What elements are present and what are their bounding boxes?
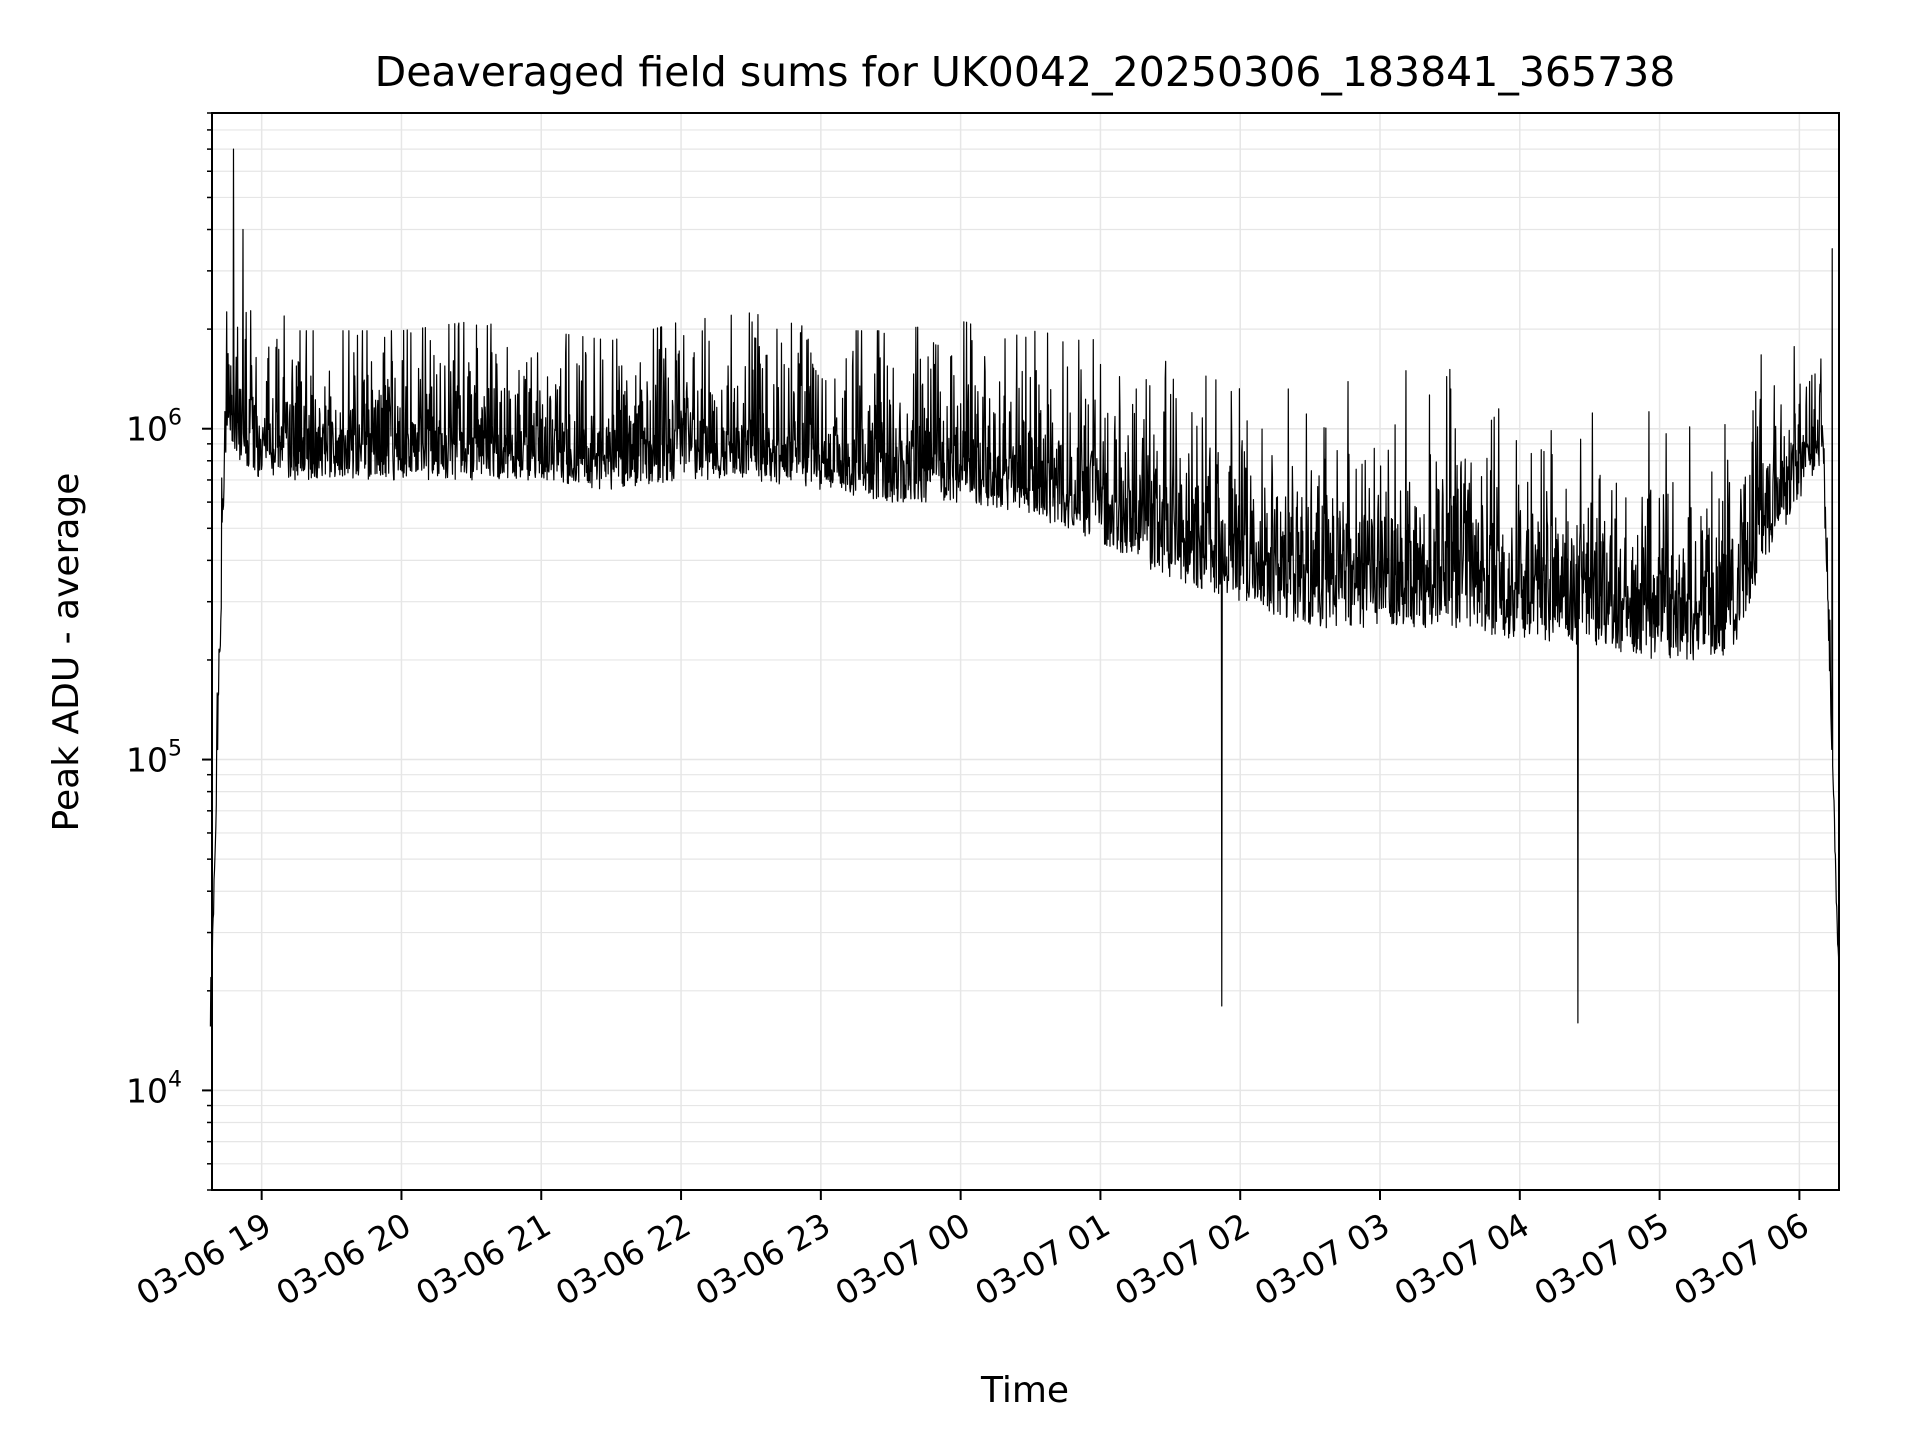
x-axis-label: Time [980,1370,1069,1411]
series-line [209,148,1840,1027]
y-tick-label-base: 10 [126,741,168,780]
y-axis-label: Peak ADU - average [46,473,87,832]
y-tick-label: 106 [126,406,182,449]
y-tick-label-exponent: 4 [168,1067,182,1092]
series-line-path [209,148,1840,1027]
y-tick-label-base: 10 [126,1071,168,1110]
chart-title: Deaveraged field sums for UK0042_2025030… [375,48,1676,96]
y-tick-label-exponent: 6 [168,406,182,431]
y-tick-label-exponent: 5 [168,737,182,762]
y-tick-label: 105 [126,737,182,780]
y-tick-label: 104 [126,1067,182,1110]
plot-frame [211,112,1840,1191]
y-tick-label-base: 10 [126,410,168,449]
